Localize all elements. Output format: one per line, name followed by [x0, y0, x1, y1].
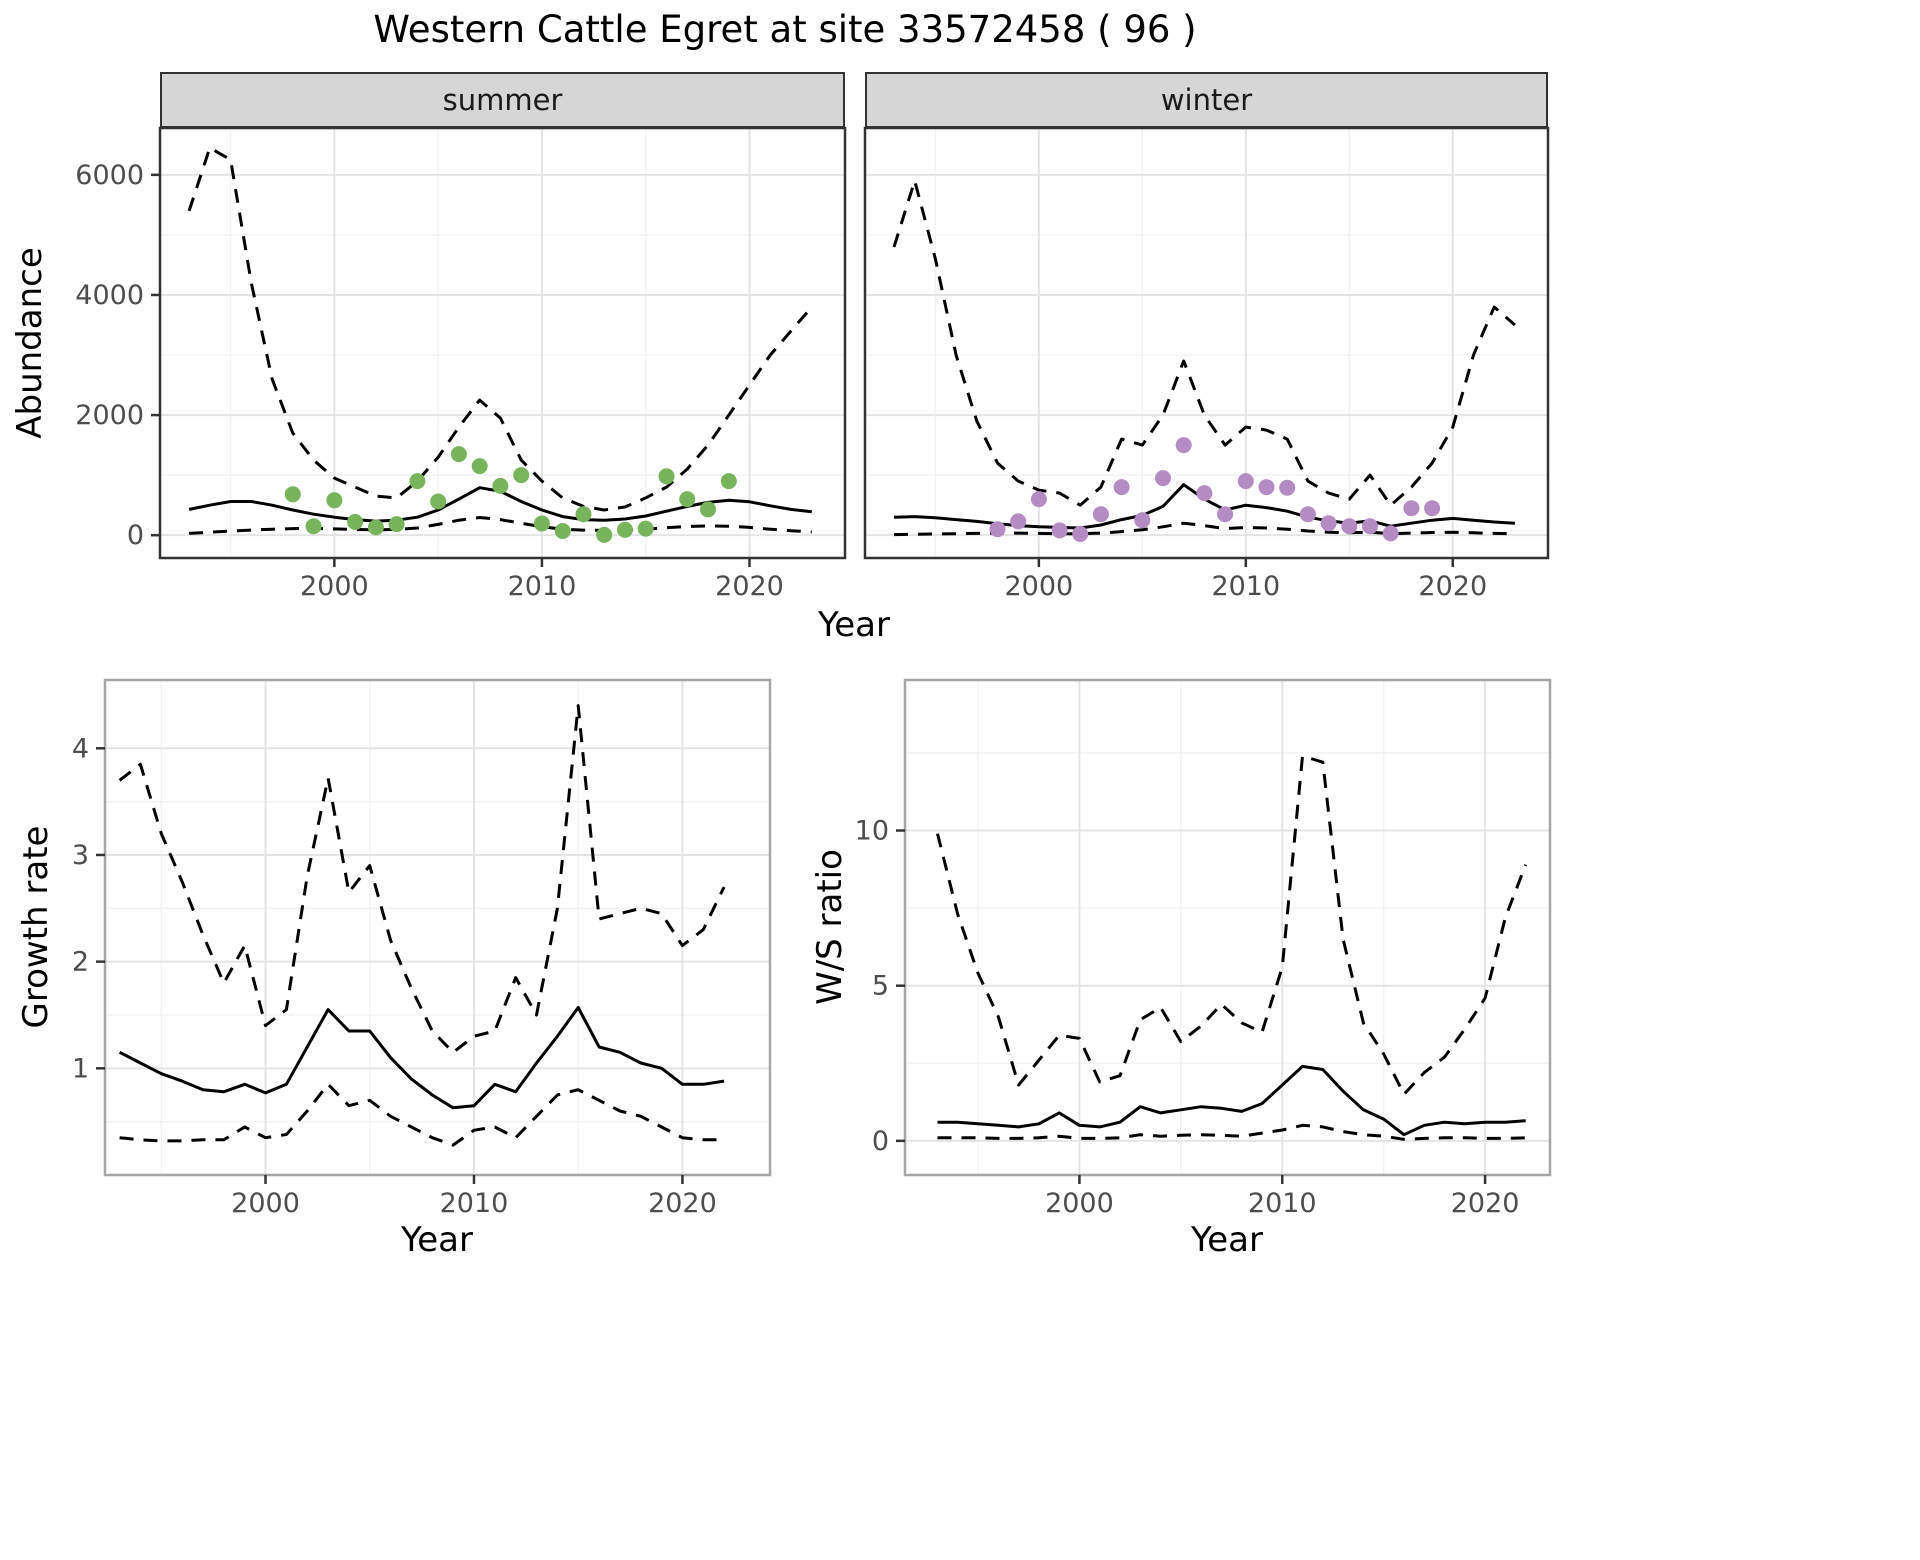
summer-abundance-panel: 2000 2010 2020 0 2000 4000 6000: [75, 126, 847, 602]
abundance_winter-x-tick-label: 2000: [1004, 571, 1073, 602]
summer-observation-point: [284, 486, 301, 503]
growth_rate-x-tick-label: 2020: [648, 1188, 717, 1219]
growth-rate-panel: 2000 2010 2020 1 2 3 4: [72, 678, 772, 1219]
winter-observation-point: [1113, 479, 1130, 496]
facet-strip-winter: winter: [865, 72, 1548, 128]
growth_rate-y-tick-label: 2: [72, 947, 89, 978]
winter-observation-point: [1382, 525, 1399, 542]
winter-observation-point: [1030, 491, 1047, 508]
facet-strip-summer: summer: [160, 72, 845, 128]
summer-observation-point: [367, 519, 384, 536]
summer-observation-point: [554, 523, 571, 539]
abundance_summer-x-tick-label: 2020: [715, 571, 784, 602]
summer-observation-point: [471, 458, 488, 475]
winter-observation-point: [1051, 522, 1068, 539]
ws_ratio-upper-ci-line: [936, 754, 1528, 1096]
ws_ratio-lower-ci-line: [937, 1123, 1526, 1141]
growth_rate-y-tick-label: 3: [72, 840, 89, 871]
ws_ratio-y-tick-label: 5: [872, 971, 889, 1002]
ws_ratio-svg: 2000 2010 2020 0 5 10: [855, 678, 1552, 1219]
winter-abundance-panel: 2000 2010 2020: [863, 126, 1550, 602]
growth_rate-y-tick-label: 4: [72, 733, 89, 764]
abundance_winter-upper-ci-line: [892, 179, 1516, 507]
summer-observation-point: [492, 477, 509, 494]
summer-observation-point: [637, 520, 654, 537]
summer-observation-point: [430, 493, 447, 510]
growth_rate-median-line: [118, 1006, 725, 1110]
growth_rate-upper-ci-line: [118, 704, 726, 1054]
summer-observation-point: [388, 516, 405, 533]
year-axis-label-bottom-left: Year: [401, 1220, 473, 1260]
abundance_summer-svg: 2000 2010 2020 0 2000 4000 6000: [75, 126, 847, 602]
abundance_summer-upper-ci-line: [187, 146, 813, 512]
summer-observation-point: [450, 446, 467, 463]
winter-observation-point: [1403, 500, 1420, 517]
facet-strip-summer-label: summer: [442, 83, 563, 117]
winter-observation-point: [1237, 473, 1254, 490]
growth_rate-svg: 2000 2010 2020 1 2 3 4: [72, 678, 772, 1219]
ws_ratio-x-tick-label: 2010: [1248, 1188, 1317, 1219]
year-axis-label-top: Year: [818, 605, 890, 645]
ws_ratio-y-tick-label: 0: [872, 1126, 889, 1157]
abundance_winter-x-tick-label: 2020: [1418, 571, 1487, 602]
facet-strip-winter-label: winter: [1160, 83, 1253, 117]
summer-observation-point: [305, 518, 322, 535]
abundance_summer-x-tick-label: 2000: [300, 571, 369, 602]
winter-observation-point: [1134, 512, 1151, 529]
ws_ratio-y-tick-label: 10: [855, 816, 889, 847]
summer-observation-point: [409, 473, 426, 490]
summer-observation-point: [347, 514, 364, 530]
ws_ratio-x-tick-label: 2000: [1045, 1188, 1114, 1219]
abundance_summer-lower-ci-line: [189, 516, 812, 535]
winter-observation-point: [1299, 506, 1316, 523]
abundance_winter-svg: 2000 2010 2020: [863, 126, 1550, 602]
summer-observation-point: [679, 491, 696, 508]
winter-observation-point: [1175, 437, 1192, 454]
abundance-axis-label: Abundance: [10, 247, 50, 439]
winter-observation-point: [989, 521, 1006, 538]
abundance_summer-y-tick-label: 6000: [75, 160, 144, 191]
summer-observation-point: [720, 473, 737, 490]
growth_rate-x-tick-label: 2010: [440, 1188, 509, 1219]
winter-observation-point: [1424, 500, 1441, 517]
abundance_winter-x-tick-label: 2010: [1211, 571, 1280, 602]
winter-observation-point: [1320, 515, 1337, 532]
winter-observation-point: [1010, 513, 1027, 530]
ws-ratio-axis-label: W/S ratio: [810, 849, 850, 1005]
growth-rate-axis-label: Growth rate: [16, 825, 56, 1029]
summer-observation-point: [575, 506, 592, 523]
winter-observation-point: [1217, 506, 1234, 523]
summer-observation-point: [617, 521, 633, 538]
summer-observation-point: [700, 501, 716, 518]
winter-observation-point: [1341, 518, 1358, 535]
summer-observation-point: [533, 515, 550, 532]
winter-observation-point: [1258, 479, 1275, 496]
year-axis-label-bottom-right: Year: [1191, 1220, 1263, 1260]
abundance_summer-y-tick-label: 0: [127, 520, 144, 551]
abundance_summer-x-tick-label: 2010: [508, 571, 577, 602]
winter-observation-point: [1196, 485, 1213, 502]
growth_rate-lower-ci-line: [119, 1082, 725, 1147]
winter-observation-point: [1155, 470, 1171, 487]
winter-observation-point: [1279, 479, 1296, 496]
summer-observation-point: [326, 492, 343, 509]
summer-observation-point: [658, 468, 675, 485]
winter-observation-point: [1362, 518, 1378, 535]
ws_ratio-median-line: [937, 1064, 1526, 1137]
ws_ratio-x-tick-label: 2020: [1451, 1188, 1520, 1219]
growth_rate-y-tick-label: 1: [72, 1053, 89, 1084]
summer-observation-point: [513, 467, 530, 484]
abundance_summer-y-tick-label: 4000: [75, 280, 144, 311]
chart-title: Western Cattle Egret at site 33572458 ( …: [373, 8, 1197, 51]
winter-observation-point: [1072, 526, 1089, 542]
winter-observation-point: [1092, 506, 1109, 523]
abundance_summer-y-tick-label: 2000: [75, 400, 144, 431]
growth_rate-x-tick-label: 2000: [231, 1188, 300, 1219]
ws-ratio-panel: 2000 2010 2020 0 5 10: [855, 678, 1552, 1219]
summer-observation-point: [596, 526, 613, 543]
